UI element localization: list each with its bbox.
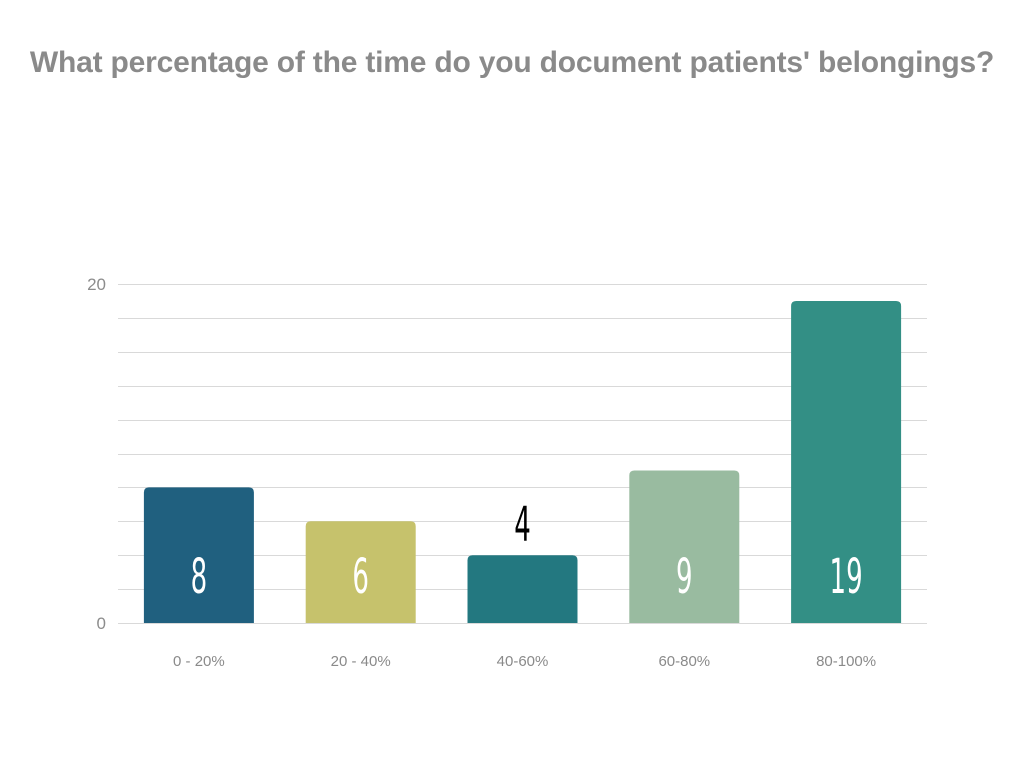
chart-title: What percentage of the time do you docum… — [29, 46, 995, 79]
data-labels: 8 6 4 9 19 — [191, 498, 863, 606]
x-tick-label: 0 - 20% — [173, 653, 225, 670]
bars — [143, 300, 902, 623]
y-tick-label: 0 — [97, 614, 106, 633]
bar-value-label: 19 — [830, 549, 863, 605]
bar — [629, 470, 740, 623]
bar — [467, 555, 578, 623]
x-tick-label: 40-60% — [497, 653, 549, 670]
bar-value-label: 9 — [676, 549, 693, 605]
x-tick-label: 20 - 40% — [331, 653, 391, 670]
bar — [143, 487, 254, 623]
y-tick-label: 20 — [87, 275, 106, 294]
bar — [305, 521, 416, 623]
x-tick-label: 80-100% — [816, 653, 876, 670]
x-tick-label: 60-80% — [658, 653, 710, 670]
x-axis-ticks: 0 - 20% 20 - 40% 40-60% 60-80% 80-100% — [173, 653, 876, 670]
bar-value-label: 8 — [191, 549, 208, 605]
bar — [791, 300, 902, 623]
bar-value-label: 6 — [352, 549, 369, 605]
bar-value-label: 4 — [514, 498, 531, 554]
y-axis-ticks: 0 20 — [87, 275, 106, 633]
